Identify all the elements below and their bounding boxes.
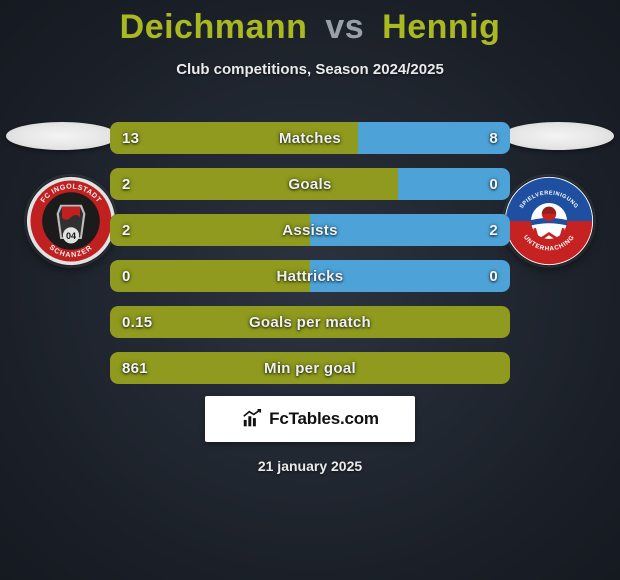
stat-row: 22Assists	[110, 214, 510, 246]
stat-label: Goals per match	[110, 306, 510, 338]
vs-separator: vs	[317, 8, 372, 46]
ingolstadt-crest-icon: FC INGOLSTADT SCHANZER 04	[26, 176, 116, 266]
stat-row: 861Min per goal	[110, 352, 510, 384]
club-crest-left: FC INGOLSTADT SCHANZER 04	[26, 176, 116, 266]
stat-label: Min per goal	[110, 352, 510, 384]
subtitle: Club competitions, Season 2024/2025	[0, 61, 620, 78]
stat-row: 0.15Goals per match	[110, 306, 510, 338]
player2-platform	[502, 122, 614, 150]
stat-label: Hattricks	[110, 260, 510, 292]
stat-label: Matches	[110, 122, 510, 154]
player1-name: Deichmann	[120, 8, 308, 46]
chart-icon	[241, 408, 263, 430]
stats-bars: 138Matches 20Goals 22Assists 00Hattricks 0.1…	[110, 122, 510, 384]
stat-label: Assists	[110, 214, 510, 246]
svg-text:04: 04	[66, 231, 76, 241]
stat-row: 20Goals	[110, 168, 510, 200]
stat-row: 138Matches	[110, 122, 510, 154]
stat-label: Goals	[110, 168, 510, 200]
page-title: Deichmann vs Hennig	[0, 0, 620, 47]
date-label: 21 january 2025	[0, 458, 620, 474]
player2-name: Hennig	[382, 8, 500, 46]
stat-row: 00Hattricks	[110, 260, 510, 292]
unterhaching-crest-icon: SPIELVEREINIGUNG UNTERHACHING	[504, 176, 594, 266]
fctables-logo: FcTables.com	[205, 396, 415, 442]
fctables-text: FcTables.com	[269, 409, 379, 429]
player1-platform	[6, 122, 118, 150]
club-crest-right: SPIELVEREINIGUNG UNTERHACHING	[504, 176, 594, 266]
